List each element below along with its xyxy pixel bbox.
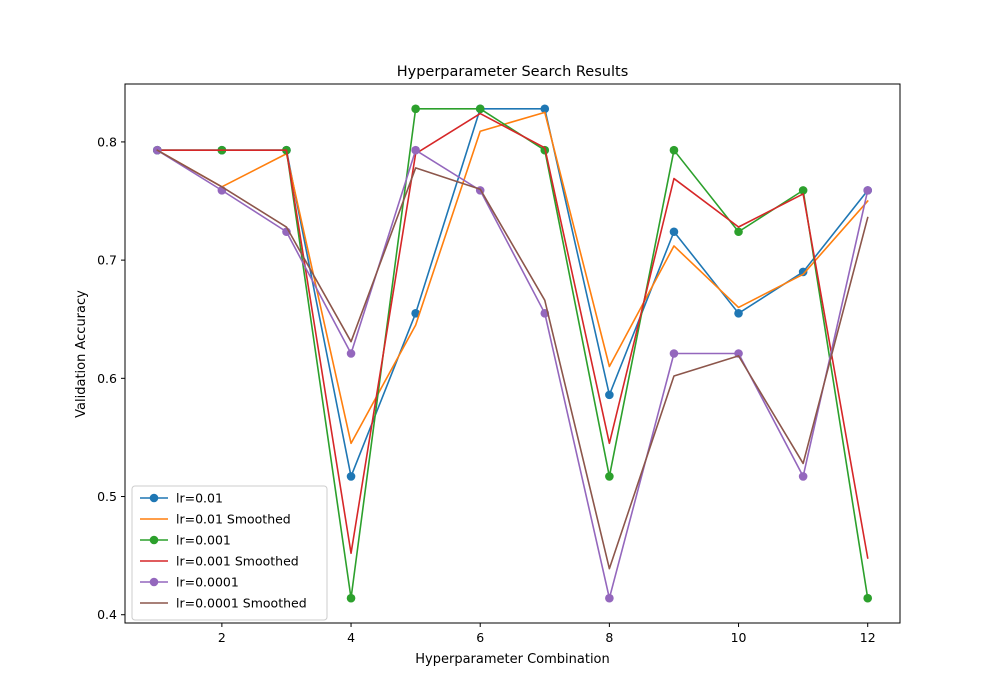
series-2-point-7 — [605, 472, 614, 481]
series-2-point-5 — [475, 104, 485, 114]
series-0-point-3 — [346, 472, 356, 481]
y-axis-label: Validation Accuracy — [74, 290, 89, 418]
legend-box — [131, 485, 328, 621]
series-2-point-10 — [798, 186, 808, 195]
y-tick-label-0: 0.4 — [97, 607, 117, 622]
chart-title: Hyperparameter Search Results — [397, 64, 629, 80]
series-0-point-4 — [411, 309, 420, 318]
x-tick-label-0: 2 — [218, 630, 226, 645]
series-0-point-8 — [669, 227, 679, 237]
series-2-point-8 — [669, 145, 679, 155]
series-0-point-10 — [798, 267, 808, 277]
legend-label-4: lr=0.0001 — [176, 575, 239, 590]
plot-frame — [124, 83, 901, 624]
legend: lr=0.01 lr=0.01 Smoothed lr=0.001 lr=0.001 … — [131, 485, 328, 621]
series-4-point-9 — [734, 349, 743, 358]
series-4-point-4 — [411, 145, 420, 155]
series-4-point-10 — [798, 472, 808, 481]
y-tick-label-4: 0.8 — [97, 134, 117, 149]
x-axis-label: Hyperparameter Combination — [415, 652, 610, 667]
axes: 2 4 6 8 10 12 0.4 0.5 0.6 0.7 0.8 — [97, 83, 901, 645]
legend-label-0: lr=0.01 — [176, 491, 223, 506]
series-0-point-7 — [605, 390, 614, 400]
x-tick-label-2: 6 — [476, 630, 484, 645]
series-4-point-7 — [605, 593, 614, 603]
x-tick-label-3: 8 — [605, 630, 613, 645]
x-tick-label-4: 10 — [731, 630, 747, 645]
series-line-1 — [156, 111, 869, 445]
series-line-5 — [156, 149, 869, 570]
plot-area — [152, 104, 873, 603]
series-line-3 — [156, 112, 869, 559]
series-4-point-11 — [863, 186, 873, 195]
y-tick-label-2: 0.6 — [97, 371, 117, 386]
series-2-point-4 — [411, 104, 420, 114]
series-2-point-9 — [734, 227, 743, 237]
legend-label-1: lr=0.01 Smoothed — [176, 512, 291, 527]
x-tick-label-1: 4 — [347, 630, 355, 645]
series-0-point-6 — [540, 104, 550, 114]
y-tick-label-1: 0.5 — [97, 489, 117, 504]
series-2-point-3 — [346, 593, 356, 603]
series-0-point-9 — [734, 309, 743, 318]
x-tick-label-5: 12 — [860, 630, 876, 645]
legend-marker-0 — [149, 493, 159, 503]
legend-marker-2 — [149, 535, 159, 545]
legend-label-2: lr=0.001 — [176, 533, 231, 548]
legend-label-5: lr=0.0001 Smoothed — [176, 596, 307, 611]
series-4-point-8 — [669, 349, 679, 358]
legend-marker-4 — [149, 577, 159, 587]
series-4-point-3 — [346, 349, 356, 358]
legend-label-3: lr=0.001 Smoothed — [176, 554, 299, 569]
y-tick-label-3: 0.7 — [97, 253, 117, 268]
series-2-point-11 — [863, 593, 873, 603]
